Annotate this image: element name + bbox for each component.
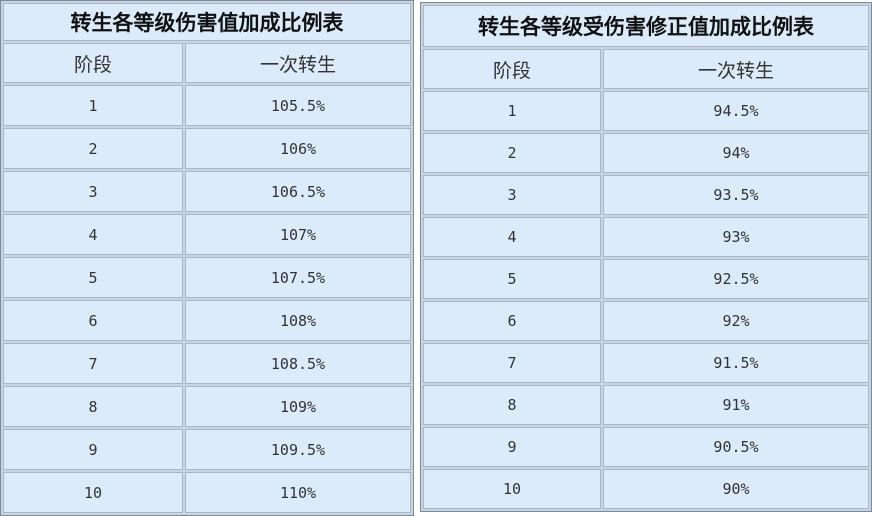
value-cell: 90%: [603, 469, 869, 509]
table-row: 6 92%: [423, 301, 869, 341]
stage-cell: 7: [3, 343, 183, 384]
table-row: 6 108%: [3, 300, 411, 341]
table-row: 1 94.5%: [423, 91, 869, 131]
stage-cell: 8: [423, 385, 601, 425]
table-row: 2 106%: [3, 128, 411, 169]
stage-cell: 10: [3, 472, 183, 513]
stage-cell: 1: [423, 91, 601, 131]
value-cell: 91%: [603, 385, 869, 425]
stage-cell: 6: [3, 300, 183, 341]
table-row: 7 108.5%: [3, 343, 411, 384]
table-row: 9 109.5%: [3, 429, 411, 470]
table-row: 3 93.5%: [423, 175, 869, 215]
stage-cell: 10: [423, 469, 601, 509]
value-cell: 91.5%: [603, 343, 869, 383]
value-cell: 109.5%: [185, 429, 411, 470]
table-row: 5 107.5%: [3, 257, 411, 298]
table-row: 10 110%: [3, 472, 411, 513]
value-cell: 106%: [185, 128, 411, 169]
stage-cell: 4: [423, 217, 601, 257]
value-cell: 92.5%: [603, 259, 869, 299]
stage-cell: 9: [3, 429, 183, 470]
table-row: 7 91.5%: [423, 343, 869, 383]
value-cell: 93%: [603, 217, 869, 257]
value-cell: 108.5%: [185, 343, 411, 384]
table-title: 转生各等级受伤害修正值加成比例表: [423, 5, 869, 47]
stage-cell: 3: [3, 171, 183, 212]
table-row: 8 109%: [3, 386, 411, 427]
table-row: 10 90%: [423, 469, 869, 509]
table-title: 转生各等级伤害值加成比例表: [3, 3, 411, 41]
table-row: 4 107%: [3, 214, 411, 255]
table-row: 2 94%: [423, 133, 869, 173]
damage-taken-correction-table: 转生各等级受伤害修正值加成比例表 阶段 一次转生 1 94.5% 2 94% 3 93.5…: [420, 2, 872, 512]
column-header-stage: 阶段: [3, 43, 183, 83]
stage-cell: 2: [3, 128, 183, 169]
value-cell: 94.5%: [603, 91, 869, 131]
column-header-first-rebirth: 一次转生: [185, 43, 411, 83]
value-cell: 90.5%: [603, 427, 869, 467]
stage-cell: 1: [3, 85, 183, 126]
value-cell: 105.5%: [185, 85, 411, 126]
stage-cell: 5: [3, 257, 183, 298]
column-header-first-rebirth: 一次转生: [603, 49, 869, 89]
table-row: 9 90.5%: [423, 427, 869, 467]
stage-cell: 5: [423, 259, 601, 299]
value-cell: 106.5%: [185, 171, 411, 212]
value-cell: 109%: [185, 386, 411, 427]
table-row: 1 105.5%: [3, 85, 411, 126]
stage-cell: 9: [423, 427, 601, 467]
column-header-stage: 阶段: [423, 49, 601, 89]
table-row: 3 106.5%: [3, 171, 411, 212]
value-cell: 108%: [185, 300, 411, 341]
stage-cell: 8: [3, 386, 183, 427]
table-row: 4 93%: [423, 217, 869, 257]
value-cell: 94%: [603, 133, 869, 173]
value-cell: 92%: [603, 301, 869, 341]
stage-cell: 4: [3, 214, 183, 255]
table-row: 8 91%: [423, 385, 869, 425]
damage-bonus-table: 转生各等级伤害值加成比例表 阶段 一次转生 1 105.5% 2 106% 3 106.5…: [0, 0, 414, 516]
stage-cell: 3: [423, 175, 601, 215]
stage-cell: 7: [423, 343, 601, 383]
stage-cell: 6: [423, 301, 601, 341]
value-cell: 93.5%: [603, 175, 869, 215]
value-cell: 107%: [185, 214, 411, 255]
table-row: 5 92.5%: [423, 259, 869, 299]
value-cell: 107.5%: [185, 257, 411, 298]
stage-cell: 2: [423, 133, 601, 173]
